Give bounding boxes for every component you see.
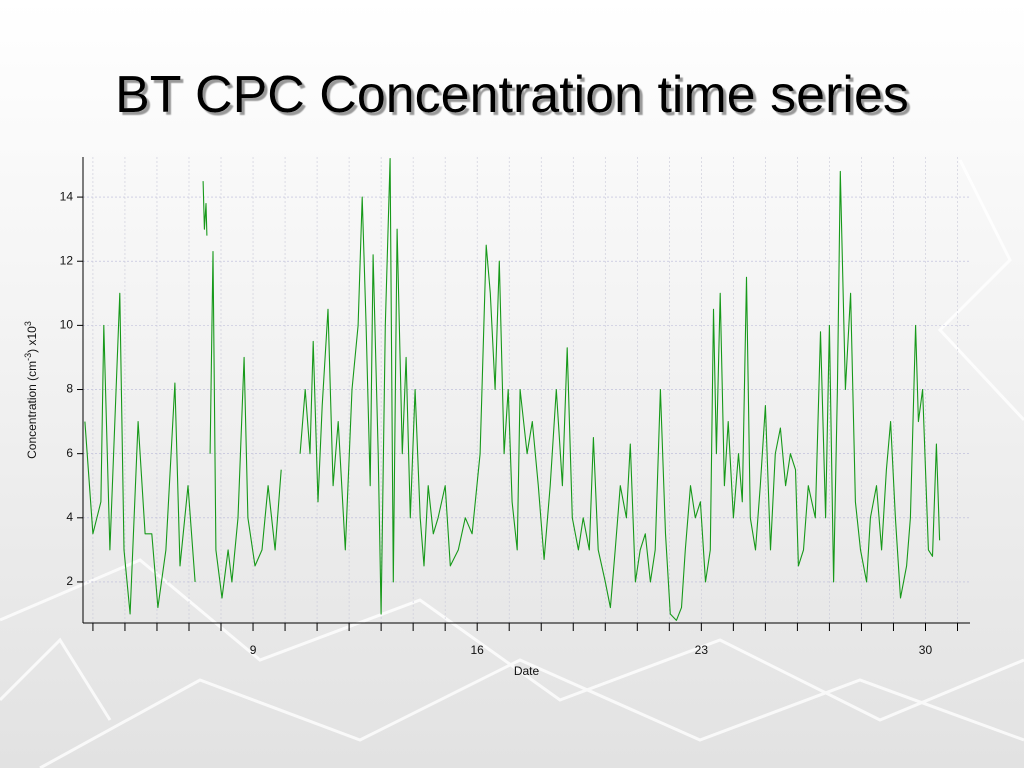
- y-tick-label: 6: [66, 446, 73, 460]
- y-axis-label-part: Concentration (cm: [25, 361, 39, 459]
- data-line: [299, 158, 941, 621]
- y-tick-label: 12: [60, 253, 74, 267]
- y-tick-label: 8: [66, 382, 73, 396]
- x-tick-label: 9: [250, 643, 257, 657]
- data-line: [84, 292, 196, 615]
- x-tick-label: 30: [919, 643, 933, 657]
- slide-title: BT CPC Concentration time series: [115, 66, 909, 124]
- data-line: [202, 181, 208, 236]
- x-tick-label: 23: [695, 643, 709, 657]
- plot-area: 2 4 6 8 10 12 14 9 16 23 30 Date Concentration (cm-3…: [23, 157, 970, 678]
- x-tick-label: 16: [471, 643, 485, 657]
- x-axis-label: Date: [514, 664, 540, 678]
- y-axis-label-part: -3: [23, 353, 33, 361]
- y-tick-label: 14: [60, 189, 74, 203]
- y-axis-label-part: ) x10: [25, 326, 39, 353]
- data-line: [209, 251, 282, 599]
- y-tick-label: 10: [60, 318, 74, 332]
- y-tick-label: 4: [66, 510, 73, 524]
- decoration: [0, 159, 1024, 770]
- y-axis-label-part: 3: [23, 321, 33, 326]
- y-tick-label: 2: [66, 574, 73, 588]
- y-axis-label: Concentration (cm-3) x103: [23, 321, 39, 459]
